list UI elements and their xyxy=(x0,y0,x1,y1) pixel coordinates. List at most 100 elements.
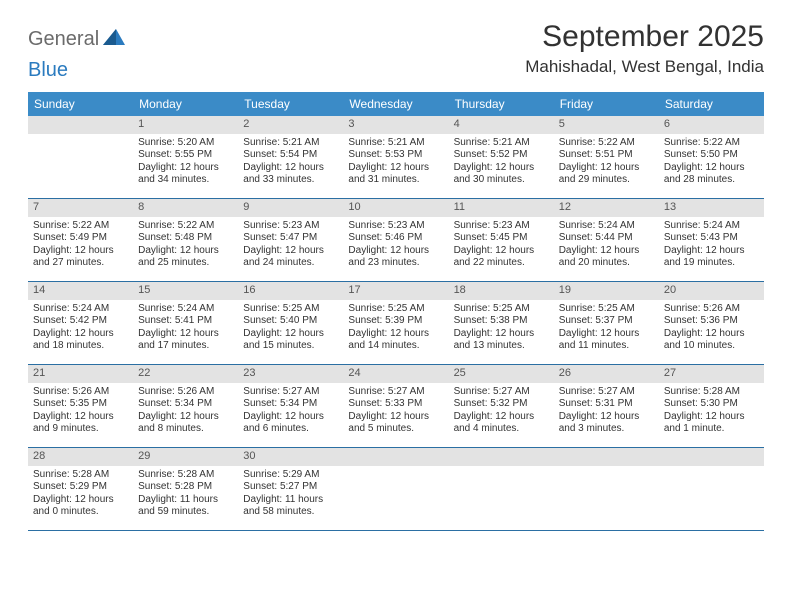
sunset-text: Sunset: 5:55 PM xyxy=(138,149,233,162)
calendar-day: 10Sunrise: 5:23 AMSunset: 5:46 PMDayligh… xyxy=(343,199,448,281)
day-details: Sunrise: 5:27 AMSunset: 5:32 PMDaylight:… xyxy=(449,383,554,440)
day-details: Sunrise: 5:24 AMSunset: 5:43 PMDaylight:… xyxy=(659,217,764,274)
day-details: Sunrise: 5:26 AMSunset: 5:34 PMDaylight:… xyxy=(133,383,238,440)
calendar-day xyxy=(554,448,659,530)
calendar-day: 15Sunrise: 5:24 AMSunset: 5:41 PMDayligh… xyxy=(133,282,238,364)
daylight-text: Daylight: 12 hours and 15 minutes. xyxy=(243,328,338,353)
calendar-day: 6Sunrise: 5:22 AMSunset: 5:50 PMDaylight… xyxy=(659,116,764,198)
day-number: 20 xyxy=(659,282,764,300)
day-number: 27 xyxy=(659,365,764,383)
daylight-text: Daylight: 12 hours and 14 minutes. xyxy=(348,328,443,353)
day-number: 29 xyxy=(133,448,238,466)
sunset-text: Sunset: 5:28 PM xyxy=(138,481,233,494)
calendar-week: 7Sunrise: 5:22 AMSunset: 5:49 PMDaylight… xyxy=(28,199,764,282)
calendar-day xyxy=(343,448,448,530)
sunrise-text: Sunrise: 5:25 AM xyxy=(243,303,338,316)
day-number: 19 xyxy=(554,282,659,300)
sunset-text: Sunset: 5:50 PM xyxy=(664,149,759,162)
calendar-day: 21Sunrise: 5:26 AMSunset: 5:35 PMDayligh… xyxy=(28,365,133,447)
day-number: 1 xyxy=(133,116,238,134)
sunset-text: Sunset: 5:51 PM xyxy=(559,149,654,162)
calendar-day: 18Sunrise: 5:25 AMSunset: 5:38 PMDayligh… xyxy=(449,282,554,364)
sunset-text: Sunset: 5:43 PM xyxy=(664,232,759,245)
day-number: 6 xyxy=(659,116,764,134)
calendar-day: 28Sunrise: 5:28 AMSunset: 5:29 PMDayligh… xyxy=(28,448,133,530)
daylight-text: Daylight: 12 hours and 24 minutes. xyxy=(243,245,338,270)
sunset-text: Sunset: 5:46 PM xyxy=(348,232,443,245)
day-details: Sunrise: 5:22 AMSunset: 5:50 PMDaylight:… xyxy=(659,134,764,191)
weekday-header: Friday xyxy=(554,92,659,116)
sunrise-text: Sunrise: 5:25 AM xyxy=(559,303,654,316)
sunrise-text: Sunrise: 5:25 AM xyxy=(348,303,443,316)
day-details: Sunrise: 5:25 AMSunset: 5:40 PMDaylight:… xyxy=(238,300,343,357)
day-number: 18 xyxy=(449,282,554,300)
day-number xyxy=(659,448,764,466)
sunrise-text: Sunrise: 5:21 AM xyxy=(454,137,549,150)
daylight-text: Daylight: 12 hours and 33 minutes. xyxy=(243,162,338,187)
calendar-day: 2Sunrise: 5:21 AMSunset: 5:54 PMDaylight… xyxy=(238,116,343,198)
day-details: Sunrise: 5:21 AMSunset: 5:53 PMDaylight:… xyxy=(343,134,448,191)
daylight-text: Daylight: 11 hours and 59 minutes. xyxy=(138,494,233,519)
sunrise-text: Sunrise: 5:23 AM xyxy=(243,220,338,233)
daylight-text: Daylight: 12 hours and 19 minutes. xyxy=(664,245,759,270)
day-number: 5 xyxy=(554,116,659,134)
calendar-day: 26Sunrise: 5:27 AMSunset: 5:31 PMDayligh… xyxy=(554,365,659,447)
logo-text-general: General xyxy=(28,28,99,51)
day-details: Sunrise: 5:27 AMSunset: 5:34 PMDaylight:… xyxy=(238,383,343,440)
day-details: Sunrise: 5:28 AMSunset: 5:29 PMDaylight:… xyxy=(28,466,133,523)
sunset-text: Sunset: 5:34 PM xyxy=(243,398,338,411)
weekday-header: Sunday xyxy=(28,92,133,116)
sunset-text: Sunset: 5:44 PM xyxy=(559,232,654,245)
sunrise-text: Sunrise: 5:24 AM xyxy=(664,220,759,233)
daylight-text: Daylight: 12 hours and 5 minutes. xyxy=(348,411,443,436)
daylight-text: Daylight: 12 hours and 4 minutes. xyxy=(454,411,549,436)
weekday-header: Wednesday xyxy=(343,92,448,116)
calendar-day xyxy=(28,116,133,198)
day-details: Sunrise: 5:22 AMSunset: 5:49 PMDaylight:… xyxy=(28,217,133,274)
daylight-text: Daylight: 12 hours and 25 minutes. xyxy=(138,245,233,270)
calendar-day: 30Sunrise: 5:29 AMSunset: 5:27 PMDayligh… xyxy=(238,448,343,530)
sunrise-text: Sunrise: 5:28 AM xyxy=(664,386,759,399)
sunrise-text: Sunrise: 5:23 AM xyxy=(348,220,443,233)
calendar-day: 1Sunrise: 5:20 AMSunset: 5:55 PMDaylight… xyxy=(133,116,238,198)
weekday-header: Monday xyxy=(133,92,238,116)
sunrise-text: Sunrise: 5:21 AM xyxy=(348,137,443,150)
day-number xyxy=(343,448,448,466)
daylight-text: Daylight: 12 hours and 20 minutes. xyxy=(559,245,654,270)
sunset-text: Sunset: 5:40 PM xyxy=(243,315,338,328)
weekday-header: Tuesday xyxy=(238,92,343,116)
sunrise-text: Sunrise: 5:24 AM xyxy=(33,303,128,316)
calendar-week: 28Sunrise: 5:28 AMSunset: 5:29 PMDayligh… xyxy=(28,448,764,531)
sunset-text: Sunset: 5:29 PM xyxy=(33,481,128,494)
day-number xyxy=(554,448,659,466)
calendar-day: 20Sunrise: 5:26 AMSunset: 5:36 PMDayligh… xyxy=(659,282,764,364)
logo-triangle-icon xyxy=(103,29,125,50)
month-title: September 2025 xyxy=(525,20,764,54)
day-details: Sunrise: 5:22 AMSunset: 5:51 PMDaylight:… xyxy=(554,134,659,191)
weekday-header-row: SundayMondayTuesdayWednesdayThursdayFrid… xyxy=(28,92,764,116)
daylight-text: Daylight: 12 hours and 27 minutes. xyxy=(33,245,128,270)
day-details: Sunrise: 5:21 AMSunset: 5:54 PMDaylight:… xyxy=(238,134,343,191)
sunrise-text: Sunrise: 5:22 AM xyxy=(33,220,128,233)
daylight-text: Daylight: 12 hours and 28 minutes. xyxy=(664,162,759,187)
daylight-text: Daylight: 12 hours and 11 minutes. xyxy=(559,328,654,353)
daylight-text: Daylight: 12 hours and 18 minutes. xyxy=(33,328,128,353)
calendar: SundayMondayTuesdayWednesdayThursdayFrid… xyxy=(28,92,764,531)
calendar-day: 29Sunrise: 5:28 AMSunset: 5:28 PMDayligh… xyxy=(133,448,238,530)
day-number: 30 xyxy=(238,448,343,466)
sunrise-text: Sunrise: 5:27 AM xyxy=(454,386,549,399)
sunset-text: Sunset: 5:32 PM xyxy=(454,398,549,411)
sunrise-text: Sunrise: 5:24 AM xyxy=(559,220,654,233)
sunset-text: Sunset: 5:31 PM xyxy=(559,398,654,411)
sunset-text: Sunset: 5:48 PM xyxy=(138,232,233,245)
day-details: Sunrise: 5:20 AMSunset: 5:55 PMDaylight:… xyxy=(133,134,238,191)
sunset-text: Sunset: 5:42 PM xyxy=(33,315,128,328)
calendar-day: 7Sunrise: 5:22 AMSunset: 5:49 PMDaylight… xyxy=(28,199,133,281)
weekday-header: Saturday xyxy=(659,92,764,116)
day-number: 11 xyxy=(449,199,554,217)
day-number: 9 xyxy=(238,199,343,217)
sunrise-text: Sunrise: 5:27 AM xyxy=(348,386,443,399)
calendar-day: 9Sunrise: 5:23 AMSunset: 5:47 PMDaylight… xyxy=(238,199,343,281)
day-number: 16 xyxy=(238,282,343,300)
day-number: 17 xyxy=(343,282,448,300)
